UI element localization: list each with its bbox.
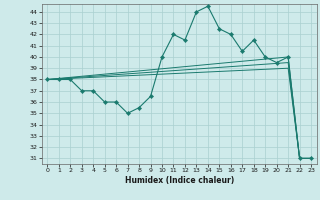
X-axis label: Humidex (Indice chaleur): Humidex (Indice chaleur) [124,176,234,185]
